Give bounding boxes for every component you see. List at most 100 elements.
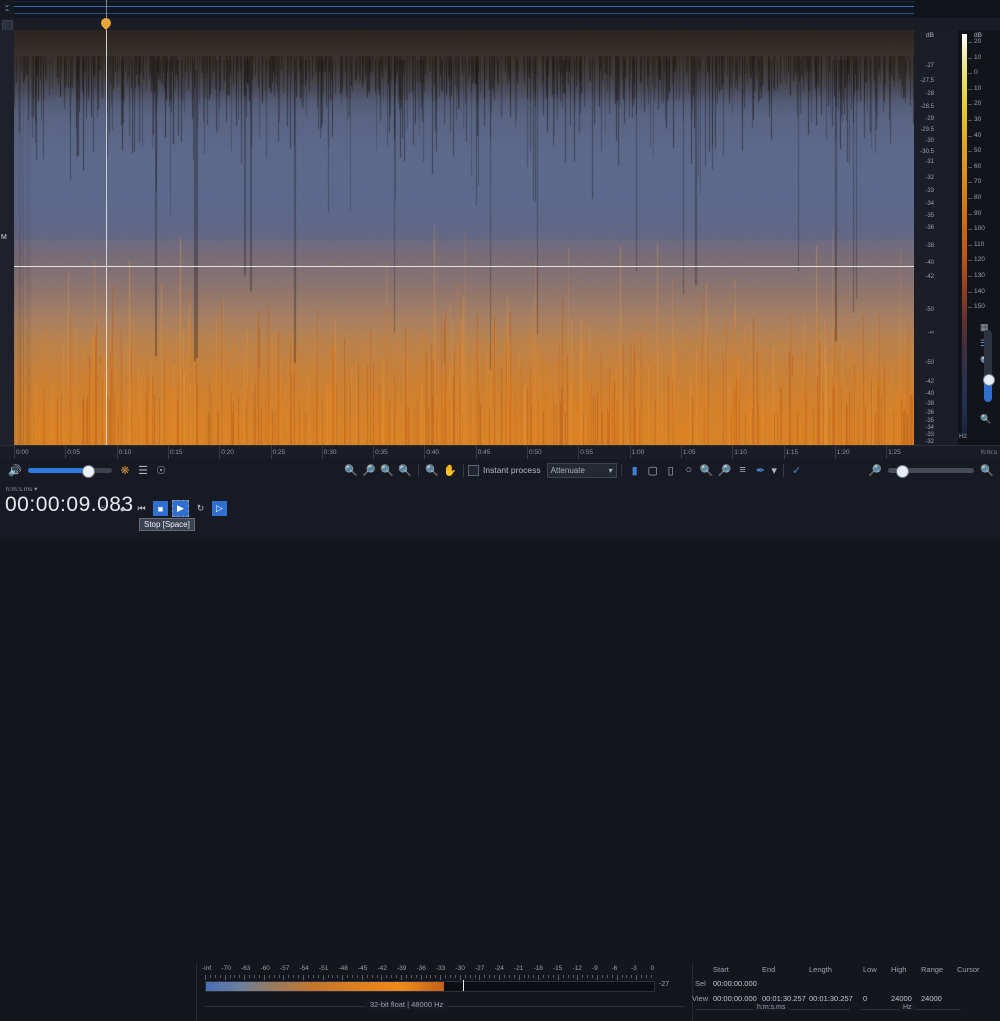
legend-unit: dB	[974, 32, 982, 39]
zoom-fit-icon[interactable]: 🔍	[398, 464, 412, 477]
db-axis-header: dB	[926, 32, 934, 39]
legend-tick	[968, 104, 972, 106]
speaker-waveform-icon[interactable]: 🔊	[8, 464, 22, 477]
overview-strip[interactable]: ⌄ ⌃	[0, 0, 1000, 19]
process-mode-select[interactable]: Attenuate ▾	[546, 462, 617, 478]
view-end-value[interactable]: 00:01:30.257	[762, 994, 806, 1003]
transport-controls[interactable]: ⍩ ● ⏮ ■ ▶ ↻ ▷	[96, 500, 227, 517]
level-meter-panel[interactable]: -27 32-bit float | 48000 Hz -inf. -70 -63 -…	[196, 962, 693, 1021]
editor-toolbar[interactable]: 🔊 ❋ ☰ ☉ 🔍 🔎 🔍 🔍 🔍 ✋ Instant process Atte…	[0, 459, 1000, 482]
record-icon[interactable]: ●	[119, 503, 126, 514]
stop-icon[interactable]: ■	[153, 501, 168, 516]
meter-scale-label: -21	[514, 965, 524, 972]
chevron-expand-icon[interactable]: ⌃	[3, 8, 11, 17]
freq-unit-label: Hz	[899, 1004, 916, 1011]
view-range-value[interactable]: 24000	[921, 994, 942, 1003]
legend-hz-label: Hz	[959, 433, 967, 440]
zoom-in-icon[interactable]: 🔍	[344, 464, 358, 477]
play-icon[interactable]: ▶	[172, 500, 189, 517]
time-format-label[interactable]: h:m:s.ms ▾	[6, 486, 38, 493]
time-unit-label: h:m:s.ms	[753, 1004, 790, 1011]
legend-slider-knob[interactable]	[983, 374, 995, 386]
ruler-tick	[116, 446, 118, 460]
chevron-down-icon[interactable]: ▾	[771, 464, 777, 477]
instant-process-checkbox[interactable]	[468, 464, 479, 476]
current-time-display: 00:00:09.083	[5, 493, 134, 516]
overview-handles[interactable]: ⌄ ⌃	[0, 0, 14, 18]
view-low-value[interactable]: 0	[863, 994, 868, 1003]
color-legend[interactable]: dB Hz ▦ ☰ 🔍 🔍 20100102030405060708090100…	[958, 30, 1000, 445]
horizontal-zoom-knob[interactable]	[896, 464, 909, 478]
chevron-down-icon[interactable]: ▾	[608, 465, 613, 475]
db-tick-label: -42	[925, 379, 934, 385]
play-selection-icon[interactable]: ▷	[212, 501, 227, 516]
row-label-sel: Sel	[695, 979, 706, 988]
magic-wand-icon[interactable]: 🔍	[699, 464, 714, 477]
ruler-label: 0:45	[477, 449, 491, 456]
legend-label: 20	[974, 38, 982, 45]
ruler-label: 0:15	[169, 449, 183, 456]
monitor-headphones-icon[interactable]: ⍩	[100, 503, 107, 513]
overview-cursor[interactable]	[106, 0, 107, 18]
lasso-selection-icon[interactable]: ○	[685, 464, 692, 476]
comment-bubble-icon[interactable]: ☉	[156, 464, 166, 477]
ruler-tick	[680, 446, 682, 460]
magnifier-tool-icon[interactable]: 🔍	[425, 464, 439, 477]
view-length-value[interactable]: 00:01:30.257	[809, 994, 853, 1003]
meter-scale-label: -48	[338, 965, 348, 972]
spectrogram-panel[interactable]: M dB -27 -27.5 -28 -28.5 -29 -29.5 -30 -30.5 -31…	[0, 30, 1000, 477]
skip-to-start-icon[interactable]: ⏮	[137, 503, 146, 513]
zoom-selection-icon[interactable]: 🔍	[380, 464, 394, 477]
ruler-tick	[834, 446, 836, 460]
sel-start-value[interactable]: 00:00:00.000	[713, 979, 757, 988]
notes-panel-icon[interactable]: ☰	[138, 464, 148, 477]
ruler-label: 1:25	[888, 449, 901, 456]
meter-scale-label: -54	[299, 965, 309, 972]
colormap-icon[interactable]: ▦	[980, 322, 989, 332]
db-tick-label: -30	[925, 138, 934, 144]
healing-brush-icon[interactable]: ✓	[792, 464, 802, 477]
volume-slider[interactable]	[28, 464, 112, 478]
db-tick-label: -28.5	[920, 104, 934, 110]
band-selection-icon[interactable]: ▯	[667, 464, 674, 477]
legend-label: 60	[974, 162, 982, 170]
overview-waveform[interactable]	[14, 1, 914, 19]
zoom-out-icon[interactable]: 🔍	[980, 414, 992, 424]
legend-tick	[968, 276, 972, 277]
chevron-collapse-icon[interactable]: ⌄	[3, 0, 11, 9]
zoom-in-icon[interactable]: 🔍	[980, 464, 994, 477]
column-header-cursor: Cursor	[957, 965, 980, 974]
volume-slider-knob[interactable]	[82, 464, 95, 478]
playhead-line[interactable]	[106, 30, 107, 445]
legend-slider[interactable]	[983, 330, 995, 402]
spectrogram-canvas[interactable]	[14, 30, 914, 445]
column-header-high: High	[891, 965, 907, 974]
db-tick-label: -35	[925, 213, 934, 219]
db-tick-label: -32	[925, 175, 934, 181]
view-start-value[interactable]: 00:00:00.000	[713, 994, 757, 1003]
ruler-label: 1:15	[785, 449, 799, 456]
horizontal-zoom-slider[interactable]	[888, 464, 974, 478]
zoom-out-icon[interactable]: 🔎	[362, 464, 376, 477]
zoom-out-icon[interactable]: 🔎	[868, 464, 882, 477]
spectrum-settings-icon[interactable]: ❋	[120, 464, 130, 477]
loop-icon[interactable]: ↻	[196, 503, 205, 513]
meter-scale-label: -45	[358, 965, 368, 972]
legend-label: 90	[974, 209, 982, 217]
frequency-marker-line[interactable]	[14, 266, 914, 267]
rectangle-selection-icon[interactable]: ▢	[647, 464, 658, 477]
harmonic-selection-icon[interactable]: ≡	[739, 464, 746, 476]
time-selection-icon[interactable]: ▮	[631, 464, 638, 477]
time-ruler[interactable]: h:m:s 0:00 0:05 0:10 0:15 0:20 0:25 0:30 0:35 0:…	[0, 445, 1000, 461]
color-gradient-bar	[962, 34, 967, 434]
row-label-view: View	[692, 994, 709, 1003]
wand-plus-icon[interactable]: 🔎	[717, 464, 732, 477]
db-tick-label: -36	[925, 225, 934, 231]
ruler-label: 0:00	[16, 449, 29, 456]
level-meter-value: -27	[659, 981, 670, 988]
pan-hand-icon[interactable]: ✋	[443, 464, 457, 477]
brush-selection-icon[interactable]: ✒	[756, 464, 766, 477]
channel-gutter[interactable]: M	[0, 30, 15, 445]
view-high-value[interactable]: 24000	[891, 994, 912, 1003]
meter-scale-label: -30	[455, 965, 465, 972]
